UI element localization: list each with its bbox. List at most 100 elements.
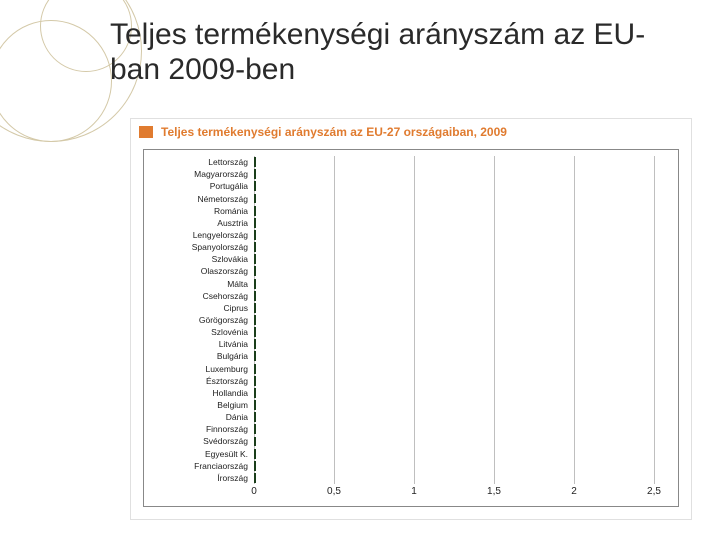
bar-row: Litvánia [254, 338, 256, 350]
bar-label: Csehország [144, 291, 254, 301]
bar-label: Belgium [144, 400, 254, 410]
bar [254, 181, 256, 191]
bar-label: Dánia [144, 412, 254, 422]
bar-row: Románia [254, 205, 256, 217]
bar-label: Magyarország [144, 169, 254, 179]
bar-row: Portugália [254, 180, 256, 192]
bar-row: Olaszország [254, 265, 256, 277]
bar [254, 266, 256, 276]
gridline [334, 156, 335, 484]
bar [254, 424, 256, 434]
plot-area: LettországMagyarországPortugáliaNémetors… [254, 156, 654, 484]
bar-label: Bulgária [144, 351, 254, 361]
bar-row: Luxemburg [254, 363, 256, 375]
bar-label: Ciprus [144, 303, 254, 313]
bar [254, 194, 256, 204]
bar-label: Hollandia [144, 388, 254, 398]
bar-label: Észtország [144, 376, 254, 386]
bar-label: Franciaország [144, 461, 254, 471]
bar [254, 364, 256, 374]
bar [254, 157, 256, 167]
bar [254, 339, 256, 349]
x-tick-label: 0,5 [327, 486, 341, 497]
bar-row: Belgium [254, 399, 256, 411]
bar-row: Csehország [254, 290, 256, 302]
bar-row: Hollandia [254, 387, 256, 399]
bar [254, 303, 256, 313]
gridline [574, 156, 575, 484]
bar-label: Spanyolország [144, 242, 254, 252]
bar-label: Írország [144, 473, 254, 483]
x-tick-label: 2 [571, 486, 577, 497]
bar [254, 437, 256, 447]
bar-row: Németország [254, 192, 256, 204]
bar [254, 388, 256, 398]
bar-row: Spanyolország [254, 241, 256, 253]
bar-label: Németország [144, 194, 254, 204]
bar-row: Finnország [254, 423, 256, 435]
bar-label: Málta [144, 279, 254, 289]
bar-row: Magyarország [254, 168, 256, 180]
gridline [414, 156, 415, 484]
bar [254, 473, 256, 483]
gridline [654, 156, 655, 484]
x-tick-label: 0 [251, 486, 257, 497]
page-title: Teljes termékenységi arányszám az EU-ban… [110, 18, 690, 87]
bar-row: Észtország [254, 375, 256, 387]
bar-label: Ausztria [144, 218, 254, 228]
bar [254, 412, 256, 422]
bar-label: Litvánia [144, 339, 254, 349]
x-axis: 00,511,522,5 [254, 486, 654, 502]
bar-row: Lengyelország [254, 229, 256, 241]
chart-body: LettországMagyarországPortugáliaNémetors… [143, 149, 679, 507]
chart-header: Teljes termékenységi arányszám az EU-27 … [131, 119, 691, 145]
gridline [494, 156, 495, 484]
bar-label: Finnország [144, 424, 254, 434]
bar [254, 218, 256, 228]
chart-title: Teljes termékenységi arányszám az EU-27 … [161, 125, 507, 139]
chart-icon [139, 126, 153, 138]
bar-label: Szlovákia [144, 254, 254, 264]
bar [254, 291, 256, 301]
bar [254, 461, 256, 471]
bar-row: Ausztria [254, 217, 256, 229]
bar-row: Egyesült K. [254, 448, 256, 460]
bar-row: Görögország [254, 314, 256, 326]
bar [254, 206, 256, 216]
bar-row: Írország [254, 472, 256, 484]
bar-label: Lengyelország [144, 230, 254, 240]
bar [254, 449, 256, 459]
bar-highlight [254, 169, 256, 179]
bar-row: Lettország [254, 156, 256, 168]
x-tick-label: 1 [411, 486, 417, 497]
bar-label: Egyesült K. [144, 449, 254, 459]
bar-label: Románia [144, 206, 254, 216]
bar [254, 351, 256, 361]
bar-row: Bulgária [254, 350, 256, 362]
bar [254, 254, 256, 264]
bar-row: Málta [254, 277, 256, 289]
bar [254, 242, 256, 252]
chart-container: Teljes termékenységi arányszám az EU-27 … [130, 118, 692, 520]
bar-label: Lettország [144, 157, 254, 167]
bar-label: Portugália [144, 181, 254, 191]
bar-label: Olaszország [144, 266, 254, 276]
x-tick-label: 1,5 [487, 486, 501, 497]
bar-row: Franciaország [254, 460, 256, 472]
bar-row: Svédország [254, 435, 256, 447]
bar [254, 327, 256, 337]
bar-row: Szlovénia [254, 326, 256, 338]
bar [254, 400, 256, 410]
bar-row: Ciprus [254, 302, 256, 314]
x-tick-label: 2,5 [647, 486, 661, 497]
bar-row: Dánia [254, 411, 256, 423]
bar [254, 279, 256, 289]
bar [254, 230, 256, 240]
bar [254, 315, 256, 325]
bar [254, 376, 256, 386]
bar-label: Szlovénia [144, 327, 254, 337]
bar-label: Luxemburg [144, 364, 254, 374]
bar-label: Svédország [144, 436, 254, 446]
bar-row: Szlovákia [254, 253, 256, 265]
bar-label: Görögország [144, 315, 254, 325]
